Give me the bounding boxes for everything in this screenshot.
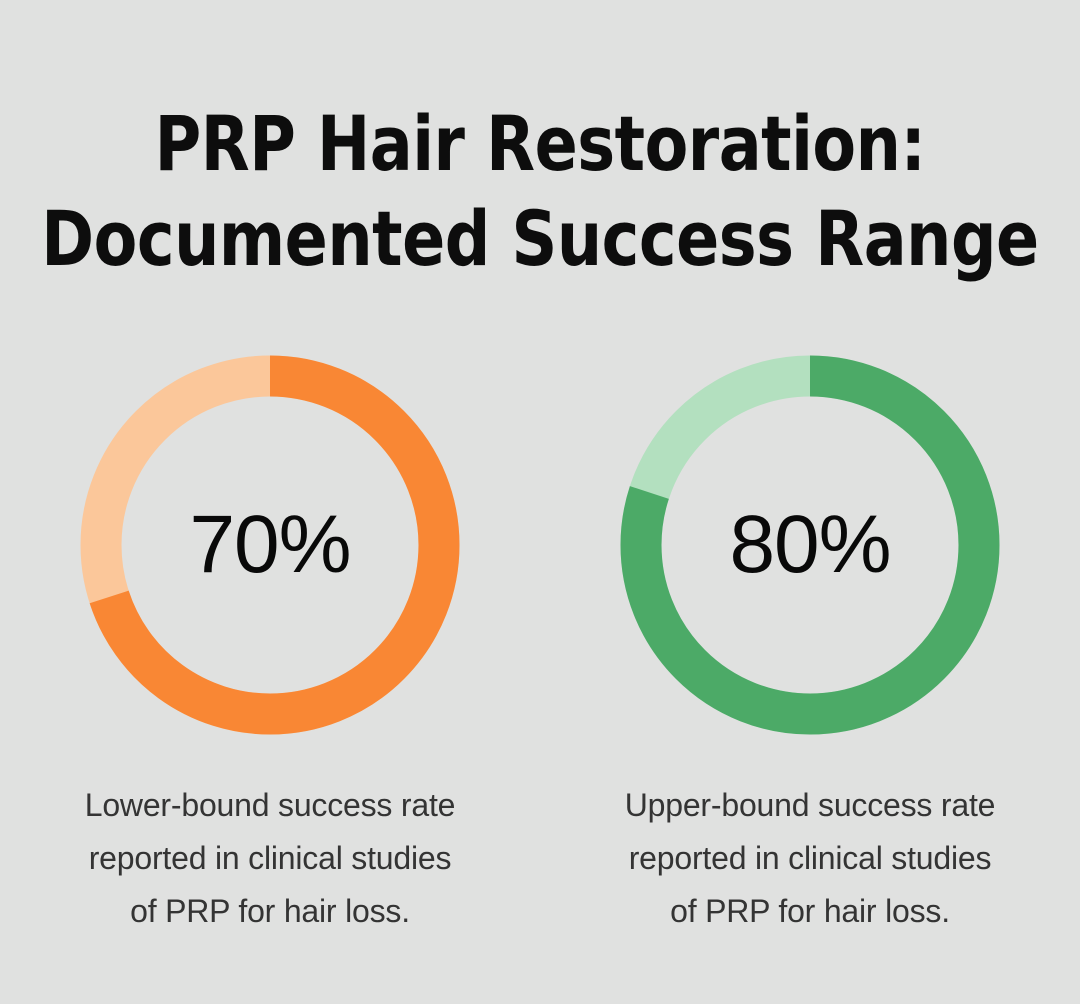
caption-lower-bound-line-3: of PRP for hair loss. bbox=[130, 893, 410, 929]
caption-upper-bound: Upper-bound success rate reported in cli… bbox=[560, 779, 1060, 938]
caption-lower-bound-line-1: Lower-bound success rate bbox=[84, 787, 456, 823]
donut-svg-lower-bound bbox=[80, 355, 460, 735]
caption-upper-bound-line-2: reported in clinical studies bbox=[628, 840, 992, 876]
donut-arc-upper-bound bbox=[620, 355, 1000, 735]
title-line-1: PRP Hair Restoration: bbox=[154, 99, 926, 188]
donut-svg-upper-bound bbox=[620, 355, 1000, 735]
donut-chart-row: 70% Lower-bound success rate reported in… bbox=[0, 355, 1080, 938]
donut-chart-lower-bound: 70% bbox=[80, 355, 460, 735]
caption-upper-bound-line-3: of PRP for hair loss. bbox=[670, 893, 950, 929]
caption-lower-bound-line-2: reported in clinical studies bbox=[88, 840, 452, 876]
chart-cell-lower-bound: 70% Lower-bound success rate reported in… bbox=[0, 355, 540, 938]
caption-lower-bound: Lower-bound success rate reported in cli… bbox=[20, 779, 520, 938]
chart-cell-upper-bound: 80% Upper-bound success rate reported in… bbox=[540, 355, 1080, 938]
donut-arc-lower-bound bbox=[80, 355, 460, 735]
page-title: PRP Hair Restoration: Documented Success… bbox=[0, 96, 1080, 286]
title-line-2: Documented Success Range bbox=[41, 194, 1039, 283]
caption-upper-bound-line-1: Upper-bound success rate bbox=[624, 787, 996, 823]
donut-chart-upper-bound: 80% bbox=[620, 355, 1000, 735]
